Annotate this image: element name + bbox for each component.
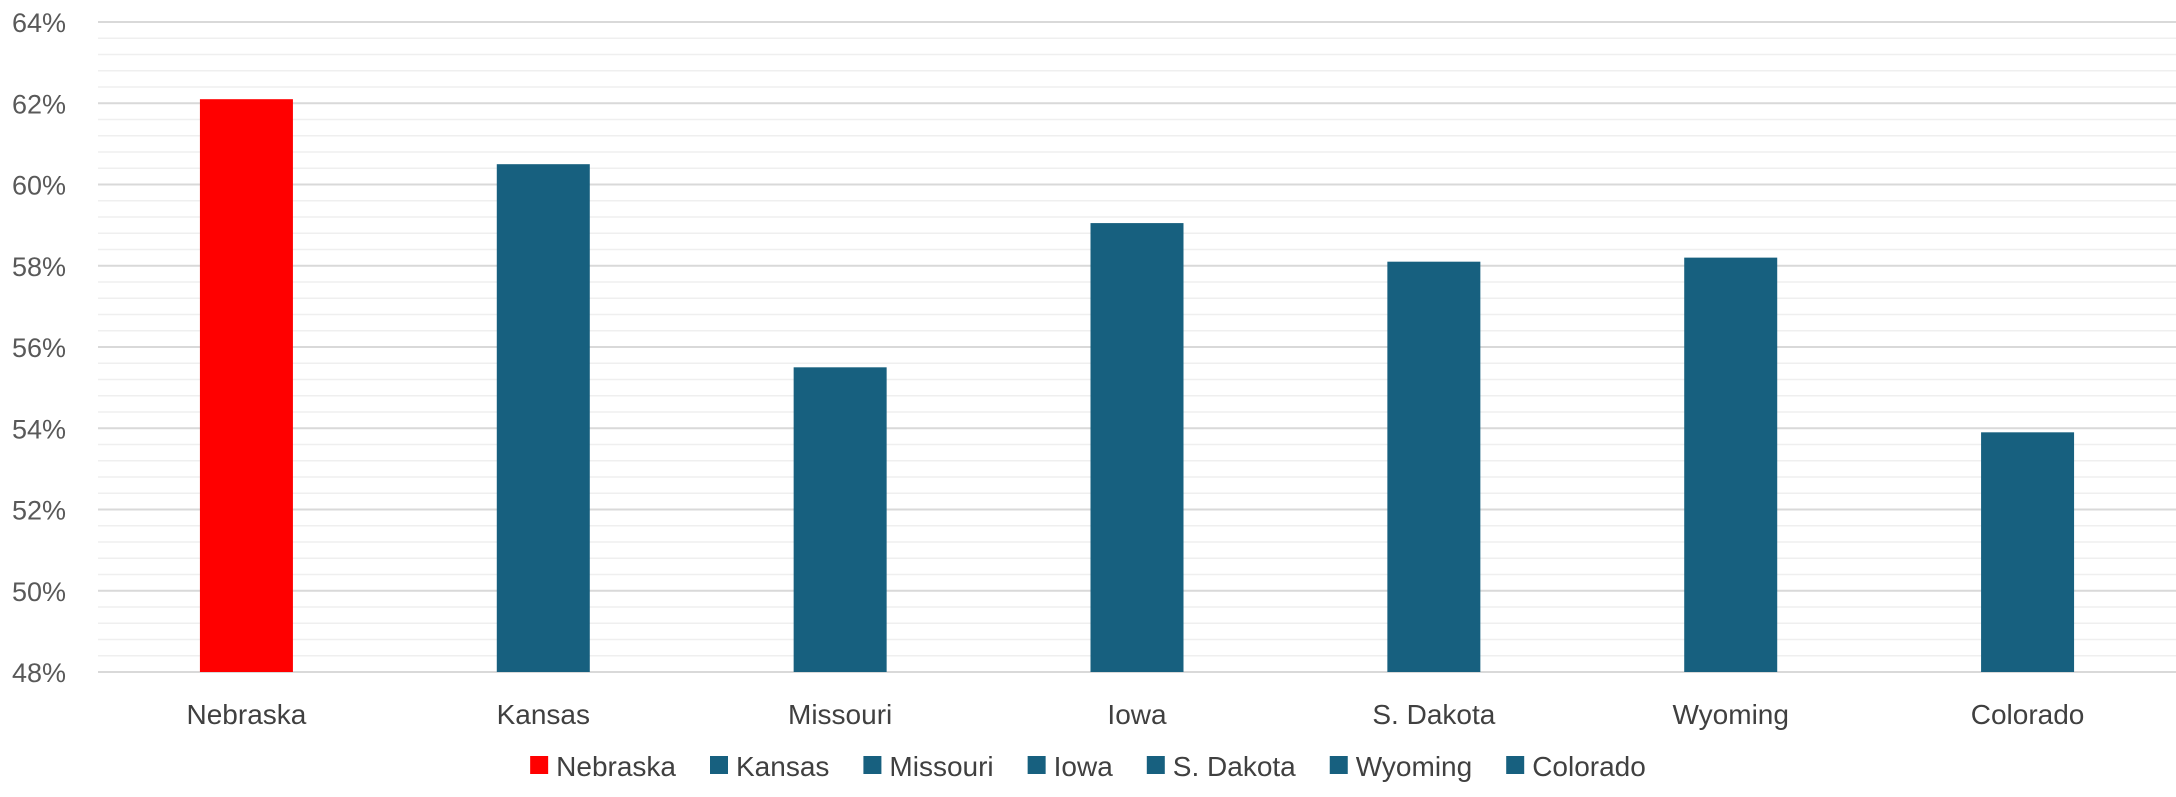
- bars: [199, 99, 2075, 672]
- legend-item-missouri: Missouri: [863, 751, 994, 782]
- legend-label: Colorado: [1532, 751, 1646, 782]
- legend-swatch: [1329, 756, 1348, 774]
- legend-swatch: [1506, 756, 1525, 774]
- legend-label: Kansas: [736, 751, 829, 782]
- legend-swatch: [710, 756, 728, 774]
- x-category-label: S. Dakota: [1372, 699, 1495, 730]
- legend-swatch: [530, 756, 549, 774]
- legend-item-s-dakota: S. Dakota: [1146, 751, 1296, 782]
- x-category-label: Missouri: [788, 699, 892, 730]
- y-tick-label: 52%: [12, 496, 66, 526]
- x-category-label: Nebraska: [187, 699, 307, 730]
- bar-colorado: [1981, 432, 2075, 672]
- y-tick-label: 64%: [12, 8, 66, 38]
- bar-s-dakota: [1387, 261, 1481, 672]
- legend: Nebraska Kansas Missouri Iowa S. Dakota Wyomi…: [530, 751, 1646, 782]
- bar-nebraska: [199, 99, 293, 672]
- y-tick-label: 56%: [12, 333, 66, 363]
- x-category-label: Wyoming: [1672, 699, 1788, 730]
- bar-wyoming: [1684, 257, 1778, 672]
- legend-item-colorado: Colorado: [1506, 751, 1646, 782]
- bar-iowa: [1090, 223, 1184, 672]
- legend-item-iowa: Iowa: [1027, 751, 1114, 782]
- bar-kansas: [496, 164, 590, 672]
- legend-item-wyoming: Wyoming: [1329, 751, 1472, 782]
- bar-missouri: [793, 367, 887, 672]
- y-tick-label: 48%: [12, 658, 66, 688]
- x-category-label: Kansas: [497, 699, 590, 730]
- y-tick-label: 60%: [12, 171, 66, 201]
- legend-swatch: [1146, 756, 1165, 774]
- legend-swatch: [863, 756, 882, 774]
- y-tick-label: 50%: [12, 577, 66, 607]
- x-axis-category-labels: Nebraska Kansas Missouri Iowa S. Dakota Wyomi…: [187, 699, 2085, 730]
- legend-label: Iowa: [1054, 751, 1114, 782]
- legend-label: Missouri: [889, 751, 993, 782]
- legend-label: S. Dakota: [1173, 751, 1296, 782]
- x-category-label: Colorado: [1971, 699, 2085, 730]
- y-axis-tick-labels: 48% 50% 52% 54% 56% 58% 60% 62% 64%: [12, 8, 66, 688]
- legend-label: Nebraska: [556, 751, 676, 782]
- legend-swatch: [1027, 756, 1046, 774]
- x-category-label: Iowa: [1107, 699, 1167, 730]
- legend-item-kansas: Kansas: [710, 751, 829, 782]
- legend-label: Wyoming: [1356, 751, 1472, 782]
- y-tick-label: 62%: [12, 89, 66, 119]
- legend-item-nebraska: Nebraska: [530, 751, 676, 782]
- y-tick-label: 58%: [12, 252, 66, 282]
- y-tick-label: 54%: [12, 414, 66, 444]
